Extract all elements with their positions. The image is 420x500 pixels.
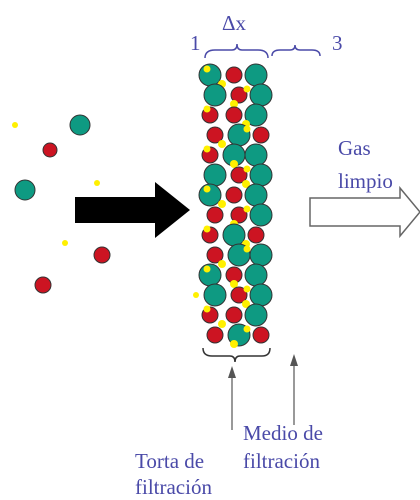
particle <box>244 206 251 213</box>
particle <box>204 66 211 73</box>
particle <box>15 180 35 200</box>
brace-zone3 <box>272 45 320 56</box>
torta-label: filtración <box>135 475 212 499</box>
particle <box>250 84 272 106</box>
particle <box>248 227 264 243</box>
particle <box>218 260 226 268</box>
particle <box>204 106 211 113</box>
filtration-diagram: 1 Δx 3 Gas limpio Medio de filtración To… <box>0 0 420 500</box>
particle <box>94 247 110 263</box>
torta-label: Torta de <box>135 449 204 473</box>
inlet-arrow <box>75 182 190 238</box>
particle <box>204 146 211 153</box>
particle <box>244 126 251 133</box>
particle <box>35 277 51 293</box>
particle <box>204 226 211 233</box>
particle <box>70 115 90 135</box>
gas-label: limpio <box>338 169 393 193</box>
particle <box>250 244 272 266</box>
particle <box>43 143 57 157</box>
particle <box>204 266 211 273</box>
particle <box>245 184 267 206</box>
particle <box>62 240 68 246</box>
label-1: 1 <box>190 31 201 55</box>
particle <box>245 64 267 86</box>
particle <box>207 207 223 223</box>
particle <box>12 122 18 128</box>
particle <box>244 86 251 93</box>
label-delta-x: Δx <box>222 11 247 35</box>
particle <box>226 67 242 83</box>
particle <box>244 166 251 173</box>
particle <box>250 284 272 306</box>
particle <box>245 264 267 286</box>
particle <box>244 326 251 333</box>
particle <box>218 320 226 328</box>
label-3: 3 <box>332 31 343 55</box>
particle <box>204 284 226 306</box>
particle <box>218 140 226 148</box>
brace-bottom <box>203 348 270 362</box>
particle <box>226 307 242 323</box>
particle <box>245 304 267 326</box>
particle <box>245 144 267 166</box>
particle <box>226 187 242 203</box>
particle <box>226 107 242 123</box>
particle <box>250 204 272 226</box>
particle <box>204 164 226 186</box>
particle <box>193 292 199 298</box>
particle <box>250 164 272 186</box>
brace-cake <box>205 44 268 58</box>
particle <box>204 186 211 193</box>
outlet-arrow <box>310 188 420 236</box>
gas-label: Gas <box>338 136 371 160</box>
particle <box>207 327 223 343</box>
particle <box>223 224 245 246</box>
particle <box>244 246 251 253</box>
particle <box>204 84 226 106</box>
medio-label: filtración <box>243 449 320 473</box>
particle <box>253 127 269 143</box>
particle <box>204 306 211 313</box>
particle <box>244 286 251 293</box>
particle <box>94 180 100 186</box>
particle <box>218 200 226 208</box>
medio-label: Medio de <box>243 421 323 445</box>
pointer-head <box>290 354 298 366</box>
particle <box>230 340 238 348</box>
pointer-head <box>228 366 236 378</box>
particle <box>253 327 269 343</box>
